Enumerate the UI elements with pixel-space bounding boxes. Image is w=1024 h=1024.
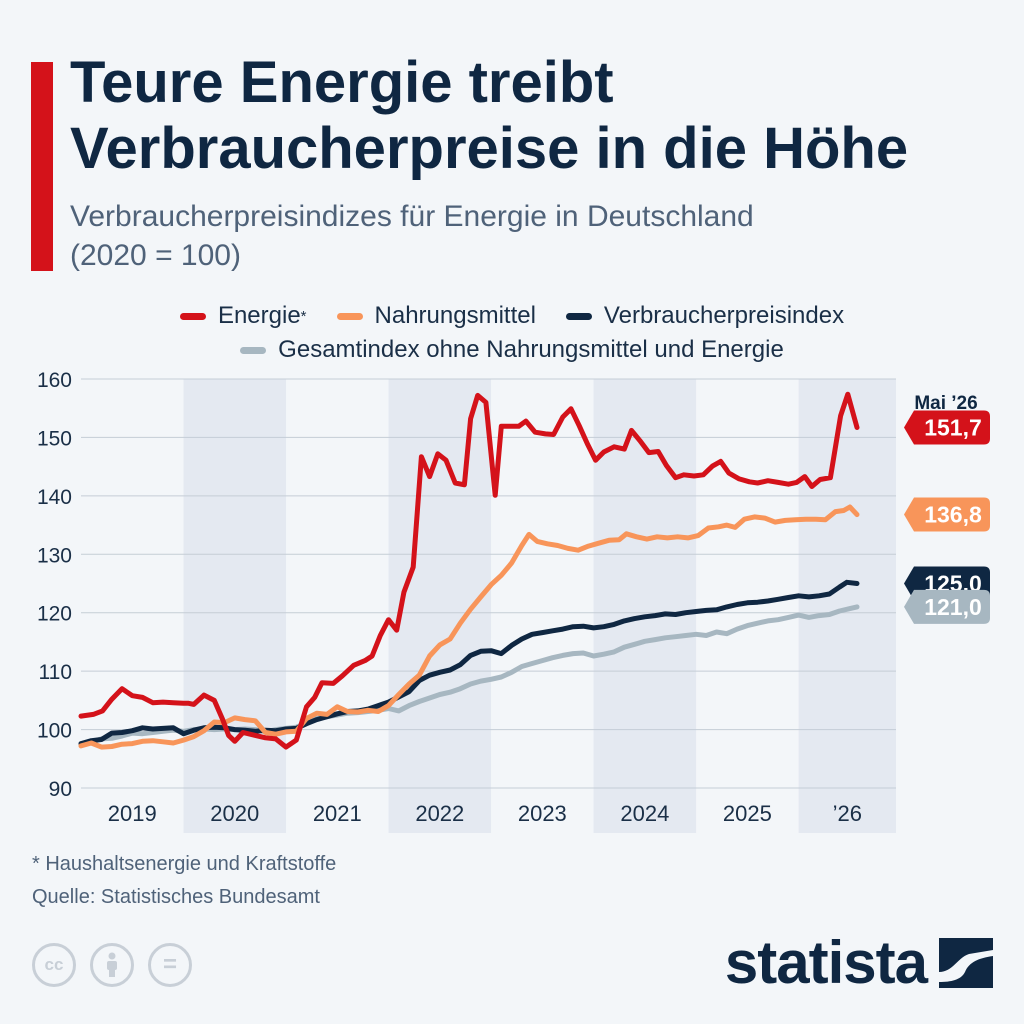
person-glyph: [107, 952, 117, 977]
year-band-5: [593, 379, 697, 833]
y-tick-label-130: 130: [37, 544, 72, 567]
x-tick-label-1: 2020: [210, 801, 259, 826]
title-line-1: Teure Energie treibt: [70, 50, 614, 115]
end-label-tag-3: [904, 589, 990, 624]
y-tick-label-160: 160: [37, 369, 72, 392]
nd-icon-text: =: [162, 951, 177, 978]
subtitle-line-1: Verbraucherpreisindizes für Energie in D…: [70, 200, 754, 233]
subtitle-line-2: (2020 = 100): [70, 239, 241, 272]
footnote: * Haushaltsenergie und Kraftstoffe: [32, 853, 337, 875]
legend-item-nahrungsmittel[interactable]: Nahrungsmittel: [336, 302, 536, 330]
year-band-1: [183, 379, 287, 833]
legend-item-energie[interactable]: Energie *: [179, 302, 307, 330]
x-tick-label-5: 2024: [620, 801, 669, 826]
y-tick-label-90: 90: [49, 778, 72, 801]
page-subtitle: Verbraucherpreisindizes für Energie in D…: [70, 197, 1000, 275]
legend-item-gesamtindex[interactable]: Gesamtindex ohne Nahrungsmittel und Ener…: [240, 336, 784, 364]
x-tick-label-0: 2019: [108, 801, 157, 826]
attribution-icon[interactable]: [90, 943, 134, 987]
legend-swatch-energie: [179, 312, 206, 320]
series-line-0: [78, 391, 860, 750]
end-value-label-0: 151,7: [924, 414, 982, 440]
x-tick-label-2: 2021: [313, 801, 362, 826]
no-derivatives-icon[interactable]: =: [148, 943, 192, 987]
series-line-1: [78, 504, 860, 750]
y-tick-label-110: 110: [39, 661, 72, 684]
y-tick-label-140: 140: [37, 486, 72, 509]
year-band-7: [798, 379, 896, 833]
legend-item-verbraucherpreisindex[interactable]: Verbraucherpreisindex: [565, 302, 845, 330]
end-label-header: Mai ’26: [914, 393, 977, 414]
legend-label-verbraucherpreisindex: Verbraucherpreisindex: [603, 302, 845, 329]
cc-icon-text: cc: [44, 955, 64, 974]
y-tick-label-100: 100: [37, 720, 72, 743]
logo-text: statista: [724, 929, 928, 996]
cc-icon[interactable]: cc: [32, 943, 76, 987]
source-note: Quelle: Statistisches Bundesamt: [32, 886, 320, 908]
x-tick-label-3: 2022: [415, 801, 464, 826]
end-value-label-3: 121,0: [924, 594, 982, 620]
end-label-tag-1: [904, 497, 990, 532]
page-title: Teure Energie treibt Verbraucherpreise i…: [70, 50, 1000, 182]
y-tick-label-120: 120: [37, 603, 72, 626]
legend-row-1: Energie * Nahrungsmittel Verbraucherpreis…: [0, 302, 1024, 330]
line-chart: 90 100 110 120 130 140 150 160 2019 2020 2021 2022 2…: [37, 369, 990, 833]
logo-mark-icon: [939, 937, 993, 988]
legend-label-gesamtindex: Gesamtindex ohne Nahrungsmittel und Ener…: [278, 336, 784, 363]
legend-swatch-verbraucherpreisindex: [565, 312, 592, 320]
x-tick-label-6: 2025: [723, 801, 772, 826]
title-accent-bar: [31, 62, 53, 271]
end-label-tag-0: [904, 410, 990, 445]
legend-label-energie: Energie: [217, 302, 301, 329]
y-tick-label-150: 150: [37, 427, 72, 450]
x-tick-label-4: 2023: [518, 801, 567, 826]
legend-footnote-marker: *: [300, 307, 307, 325]
statista-logo[interactable]: statista: [725, 928, 993, 997]
legend-swatch-nahrungsmittel: [336, 312, 363, 320]
title-line-2: Verbraucherpreise in die Höhe: [70, 116, 909, 181]
legend-row-2: Gesamtindex ohne Nahrungsmittel und Ener…: [0, 336, 1024, 364]
x-tick-label-7: ’26: [833, 801, 862, 826]
legend-swatch-gesamtindex: [240, 346, 267, 354]
end-value-label-1: 136,8: [924, 502, 982, 528]
license-icons: cc =: [32, 943, 206, 987]
legend-label-nahrungsmittel: Nahrungsmittel: [374, 302, 536, 329]
